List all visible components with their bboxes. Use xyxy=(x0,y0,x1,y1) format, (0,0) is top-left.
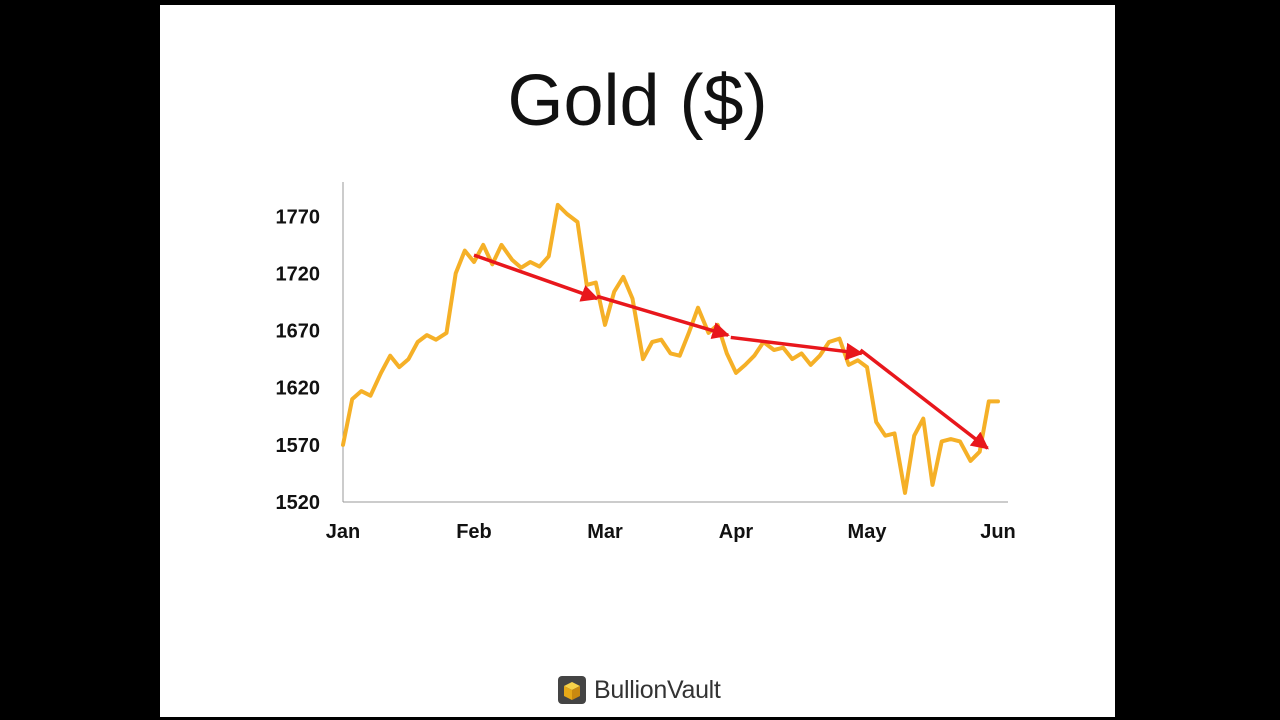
y-tick-label: 1720 xyxy=(276,263,321,285)
trend-arrow xyxy=(730,335,864,361)
y-tick-label: 1770 xyxy=(276,206,321,228)
x-tick-label: Apr xyxy=(719,521,754,543)
y-tick-label: 1620 xyxy=(276,378,321,400)
gold-price-line xyxy=(341,202,1000,495)
y-tick-label: 1570 xyxy=(276,435,321,457)
page-title: Gold ($) xyxy=(507,61,768,141)
gold-price-chart: 1520 1570 1620 1670 1720 1770 Jan Feb Mar Apr May… xyxy=(276,182,1016,543)
x-tick-label: May xyxy=(848,521,888,543)
x-tick-label: Jun xyxy=(980,521,1016,543)
gold-bar-cube-icon xyxy=(558,676,586,704)
trend-arrow xyxy=(473,253,599,302)
y-tick-label: 1670 xyxy=(276,321,321,343)
y-tick-label: 1520 xyxy=(276,492,321,514)
x-tick-label: Mar xyxy=(587,521,623,543)
x-tick-label: Feb xyxy=(456,521,492,543)
slide: Gold ($) 1520 1570 1620 1670 1720 1770 Jan Feb… xyxy=(160,5,1115,717)
trend-arrow xyxy=(859,348,989,450)
trend-arrow xyxy=(596,294,730,340)
x-tick-label: Jan xyxy=(326,521,360,543)
logo-text: BullionVault xyxy=(594,675,721,704)
bullionvault-logo: BullionVault xyxy=(556,673,721,707)
